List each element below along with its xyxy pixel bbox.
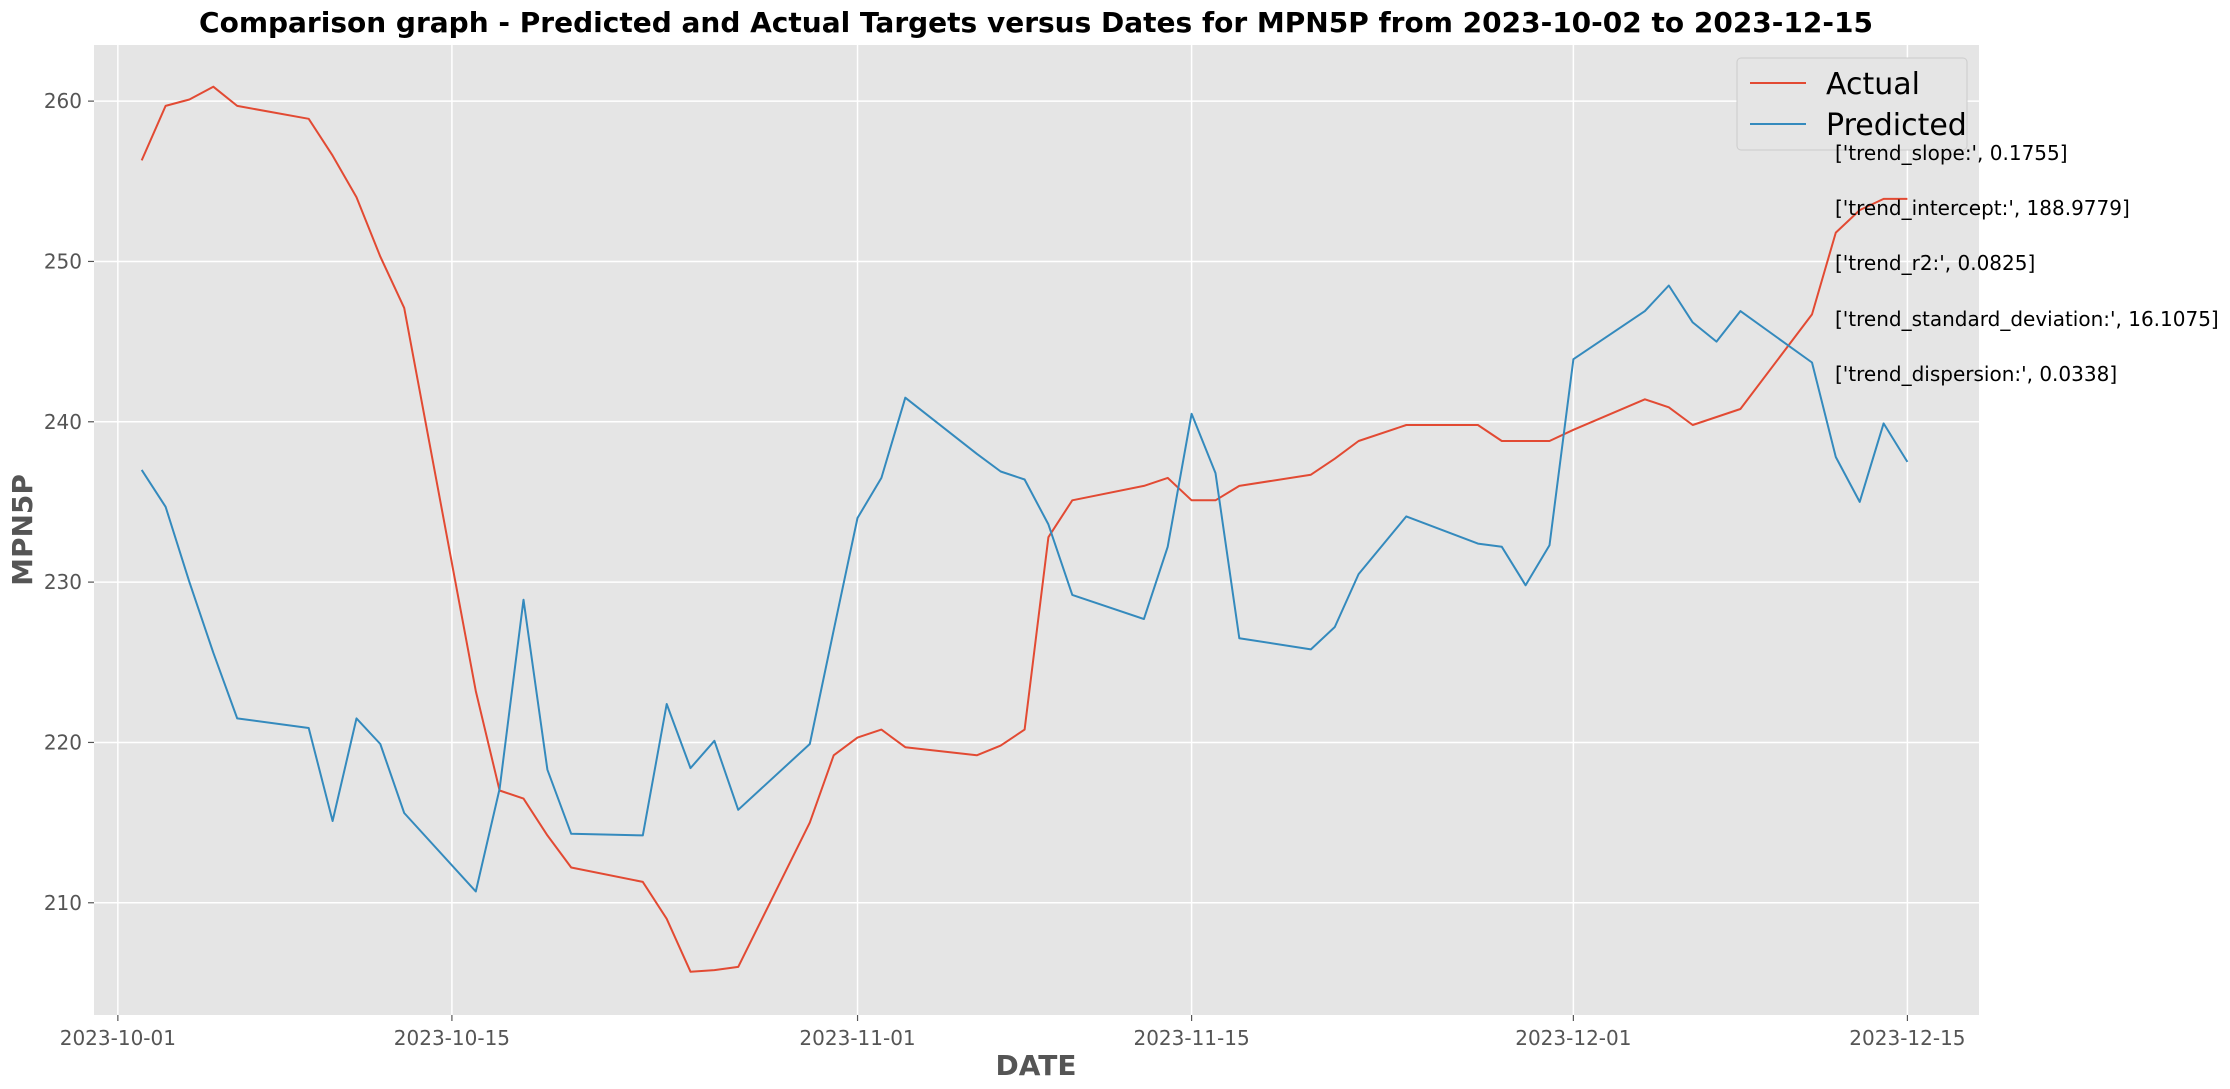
y-tick-label: 210: [44, 891, 82, 915]
series-layer: [140, 85, 1909, 973]
series-line-actual: [140, 85, 1908, 973]
y-tick-label: 250: [44, 249, 82, 273]
grid: [94, 45, 1979, 1015]
y-tick-label: 220: [44, 730, 82, 754]
series-line-predicted: [140, 284, 1909, 893]
annotation-trend-dispersion: ['trend_dispersion:', 0.0338]: [1835, 362, 2117, 386]
legend: Actual Predicted: [1736, 57, 1968, 151]
annotation-trend-slope: ['trend_slope:', 0.1755]: [1835, 141, 2068, 165]
y-axis-ticks: 210 220 230 240 250 260: [44, 89, 94, 915]
x-tick-label: 2023-11-01: [799, 1026, 915, 1050]
x-tick-label: 2023-10-15: [394, 1026, 510, 1050]
trend-annotations: ['trend_slope:', 0.1755] ['trend_interce…: [1835, 141, 2219, 386]
plot-area: [94, 45, 1979, 1015]
x-tick-label: 2023-11-15: [1133, 1026, 1249, 1050]
x-axis-label: DATE: [996, 1049, 1077, 1082]
annotation-trend-r2: ['trend_r2:', 0.0825]: [1835, 251, 2035, 275]
x-tick-label: 2023-12-15: [1849, 1026, 1965, 1050]
x-tick-label: 2023-12-01: [1515, 1026, 1631, 1050]
y-tick-label: 240: [44, 410, 82, 434]
chart-title: Comparison graph - Predicted and Actual …: [199, 6, 1873, 39]
annotation-trend-intercept: ['trend_intercept:', 188.9779]: [1835, 196, 2130, 220]
y-tick-label: 260: [44, 89, 82, 113]
x-tick-label: 2023-10-01: [60, 1026, 176, 1050]
y-tick-label: 230: [44, 570, 82, 594]
legend-box: [1736, 57, 1968, 151]
legend-label-predicted: Predicted: [1826, 108, 1967, 143]
x-axis-ticks: 2023-10-01 2023-10-15 2023-11-01 2023-11-15…: [60, 1015, 1966, 1050]
annotation-trend-standard-deviation: ['trend_standard_deviation:', 16.1075]: [1835, 307, 2219, 331]
y-axis-label: MPN5P: [6, 474, 39, 586]
legend-label-actual: Actual: [1826, 67, 1920, 102]
